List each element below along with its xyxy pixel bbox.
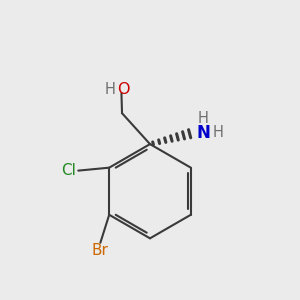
Text: N: N bbox=[197, 124, 211, 142]
Text: H: H bbox=[105, 82, 116, 97]
Text: H: H bbox=[198, 111, 209, 126]
Text: Br: Br bbox=[92, 244, 109, 259]
Text: H: H bbox=[213, 125, 224, 140]
Text: O: O bbox=[117, 82, 129, 97]
Text: Cl: Cl bbox=[61, 163, 76, 178]
